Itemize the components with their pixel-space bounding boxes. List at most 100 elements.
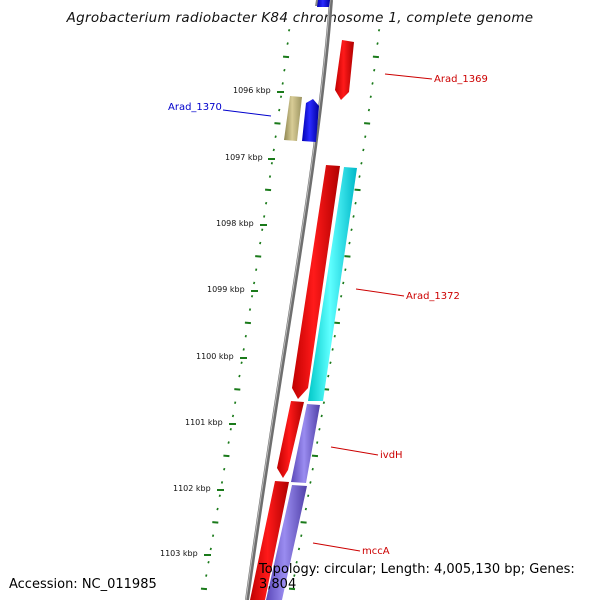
minor-tick <box>283 68 286 72</box>
topology-text: Topology: circular; Length: 4,005,130 bp… <box>259 562 575 592</box>
minor-tick <box>350 228 353 232</box>
major-tick <box>234 388 241 391</box>
minor-tick <box>371 82 374 85</box>
minor-tick <box>318 427 321 431</box>
minor-tick <box>337 308 341 311</box>
major-tick <box>244 321 251 325</box>
major-tick <box>200 587 208 591</box>
kbp-label: 1098 kbp <box>216 219 254 228</box>
minor-tick <box>207 560 210 564</box>
minor-tick <box>265 201 268 205</box>
minor-tick <box>320 414 323 418</box>
minor-tick <box>242 348 245 351</box>
minor-tick <box>234 401 237 404</box>
leader-mcca <box>312 542 361 552</box>
gene-arad-1372-red <box>292 165 340 399</box>
major-tick <box>282 55 290 59</box>
chromosome-backbone-highlight <box>245 0 331 600</box>
kbp-label: 1096 kbp <box>233 86 271 95</box>
minor-tick <box>331 348 334 351</box>
map-title: Agrobacterium radiobacter K84 chromosome… <box>66 10 534 26</box>
major-tick <box>274 122 281 125</box>
major-tick <box>333 321 341 325</box>
minor-tick <box>348 241 351 245</box>
minor-tick <box>286 42 289 45</box>
minor-tick <box>231 414 235 418</box>
gene-red-ivdh-left <box>277 401 304 478</box>
minor-tick <box>364 135 367 138</box>
leader-arad-1370 <box>222 109 272 117</box>
minor-tick <box>322 401 326 404</box>
label-arad-1370[interactable]: Arad_1370 <box>168 102 222 113</box>
minor-tick <box>329 361 332 365</box>
gene-khaki <box>284 96 302 141</box>
gene-red-mcca-left <box>250 481 289 600</box>
minor-tick <box>344 268 347 271</box>
minor-tick <box>270 161 274 165</box>
major-tick <box>300 521 307 524</box>
minor-tick <box>252 281 256 285</box>
minor-tick <box>229 427 232 431</box>
major-tick <box>311 454 319 458</box>
minor-tick <box>309 481 312 484</box>
minor-tick <box>367 108 371 112</box>
label-mcca[interactable]: mccA <box>362 546 390 557</box>
kbp-label: 1100 kbp <box>196 352 234 361</box>
minor-tick <box>342 281 345 285</box>
minor-tick <box>227 441 230 444</box>
major-tick <box>372 55 379 59</box>
minor-tick <box>362 148 365 152</box>
minor-tick <box>333 334 336 338</box>
gene-top-blue <box>317 0 330 7</box>
minor-tick <box>327 374 330 378</box>
kbp-labels: 1096 kbp 1097 kbp 1098 kbp 1099 kbp 1100… <box>160 86 284 558</box>
minor-tick <box>263 215 266 218</box>
leader-ivdh <box>330 446 379 456</box>
minor-tick <box>304 507 308 511</box>
minor-tick <box>220 481 224 484</box>
major-tick <box>212 521 219 524</box>
major-tick <box>354 188 361 192</box>
major-tick <box>288 587 296 591</box>
minor-tick <box>369 95 372 99</box>
minor-tick <box>278 108 281 112</box>
minor-tick <box>205 574 208 577</box>
minor-tick <box>307 494 310 498</box>
minor-tick <box>288 28 291 32</box>
kbp-label: 1102 kbp <box>173 484 211 493</box>
minor-tick <box>209 547 212 551</box>
chromosome-backbone <box>245 0 333 600</box>
minor-tick <box>240 361 243 365</box>
minor-tick <box>255 268 258 271</box>
minor-tick <box>274 135 277 138</box>
minor-tick <box>238 374 241 378</box>
minor-tick <box>281 82 284 85</box>
minor-tick <box>358 175 361 178</box>
minor-tick <box>340 294 343 298</box>
minor-tick <box>316 441 319 444</box>
minor-tick <box>223 467 226 471</box>
gene-mcca <box>266 485 307 600</box>
minor-tick <box>376 42 379 45</box>
label-arad-1369[interactable]: Arad_1369 <box>434 74 488 85</box>
gene-arad-1369 <box>335 40 354 100</box>
label-arad-1372[interactable]: Arad_1372 <box>406 291 460 302</box>
minor-tick <box>211 534 215 537</box>
minor-tick <box>295 560 298 564</box>
minor-tick <box>311 467 314 471</box>
minor-tick <box>360 161 363 165</box>
gene-arad-1372 <box>308 167 357 401</box>
label-ivdh[interactable]: ivdH <box>380 450 403 461</box>
minor-tick <box>261 228 264 232</box>
major-tick <box>364 122 371 125</box>
kbp-label: 1097 kbp <box>225 153 263 162</box>
major-tick <box>223 454 230 458</box>
gene-arad-1370 <box>302 99 319 142</box>
kbp-label: 1101 kbp <box>185 418 223 427</box>
major-tick <box>344 255 351 258</box>
minor-tick <box>293 574 296 577</box>
minor-tick <box>268 175 272 178</box>
minor-tick <box>259 241 262 245</box>
kbp-label: 1099 kbp <box>207 285 245 294</box>
